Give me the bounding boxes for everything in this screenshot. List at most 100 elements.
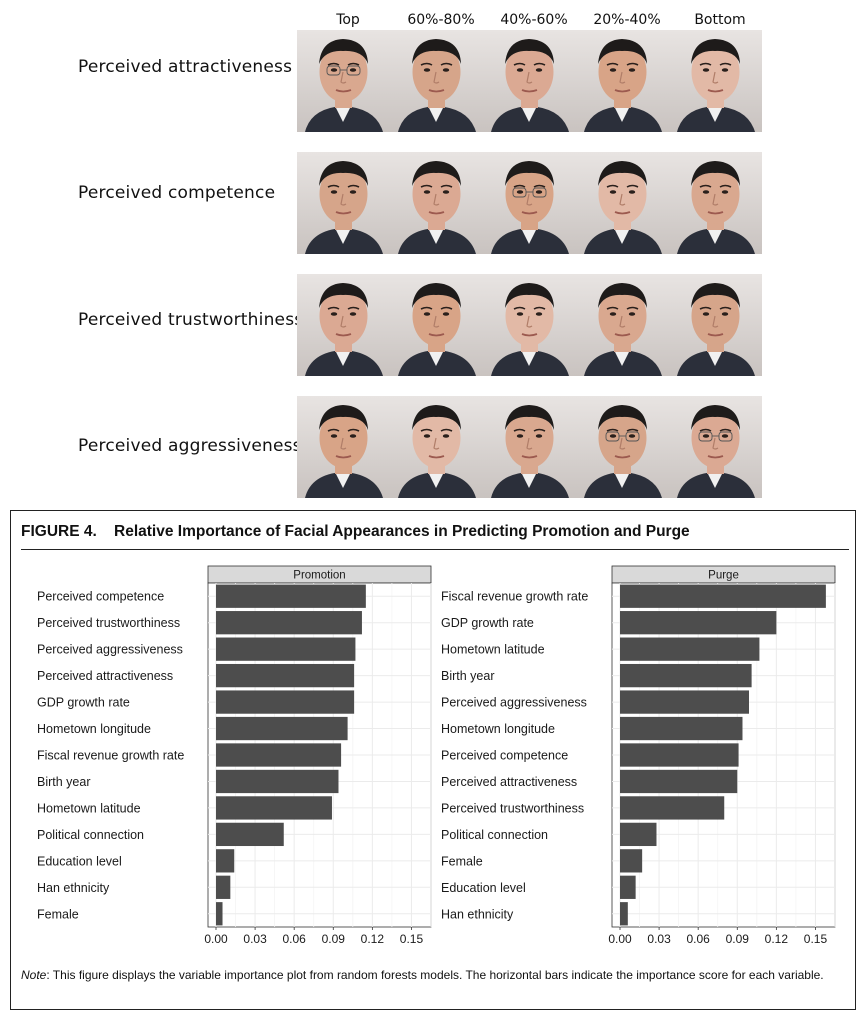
category-label: Political connection [37,828,144,842]
composite-face-image [390,274,483,376]
x-tick-label: 0.03 [243,932,267,946]
bar [620,690,749,714]
bar [620,796,725,820]
bar [216,743,342,767]
bar [216,822,284,847]
bar [216,875,231,899]
bar [620,769,738,794]
composite-face-image [483,30,576,132]
category-label: Perceived attractiveness [441,775,577,789]
bar [216,584,366,608]
x-tick-label: 0.15 [804,932,828,946]
category-label: Perceived trustworthiness [441,801,584,815]
x-tick-label: 0.09 [322,932,346,946]
bar [216,796,332,820]
composite-face-image [483,152,576,254]
x-tick-label: 0.09 [726,932,750,946]
category-label: Perceived aggressiveness [441,696,587,710]
x-tick-label: 0.12 [765,932,789,946]
category-label: Hometown latitude [441,643,545,657]
title-divider [21,549,849,550]
bar [216,611,362,635]
figure-title: FIGURE 4. Relative Importance of Facial … [21,523,690,540]
bar [620,663,752,688]
composite-face-image [390,30,483,132]
bar [620,875,636,899]
composite-face-image [390,152,483,254]
bar [620,849,643,873]
bar [620,637,760,661]
figure-note: Note: This figure displays the variable … [21,967,851,983]
category-label: Hometown longitude [37,722,151,736]
composite-face-image [483,274,576,376]
bar [620,743,739,767]
category-label: Perceived competence [37,590,164,604]
composite-face-image [576,152,669,254]
x-tick-label: 0.06 [283,932,307,946]
bar [216,769,339,794]
category-label: Female [37,907,79,921]
category-label: Perceived competence [441,749,568,763]
row-label-trustworthiness: Perceived trustworthiness [78,310,304,330]
column-header-20-40: 20%-40% [593,12,661,28]
composite-face-image [390,396,483,498]
category-label: Education level [37,854,122,868]
facet-label: Promotion [293,570,345,582]
category-label: GDP growth rate [37,696,130,710]
bar [216,663,355,688]
category-label: Political connection [441,828,548,842]
composite-face-image [669,274,762,376]
category-label: Perceived attractiveness [37,669,173,683]
bar [216,690,355,714]
x-tick-label: 0.00 [608,932,632,946]
category-label: Han ethnicity [37,881,110,895]
composite-face-image [669,152,762,254]
bar [620,611,777,635]
column-header-top: Top [336,12,360,28]
composite-face-image [669,396,762,498]
x-tick-label: 0.12 [361,932,385,946]
composite-face-image [669,30,762,132]
composite-face-image [576,30,669,132]
category-label: Fiscal revenue growth rate [37,749,184,763]
category-label: Fiscal revenue growth rate [441,590,588,604]
bar [620,902,628,926]
bar [216,902,223,926]
composite-face-image [297,152,390,254]
row-label-attractiveness: Perceived attractiveness [78,57,293,77]
category-label: Hometown longitude [441,722,555,736]
category-label: GDP growth rate [441,616,534,630]
composite-face-image [297,274,390,376]
bar [620,822,657,847]
column-header-40-60: 40%-60% [500,12,568,28]
bar [620,716,743,741]
row-label-aggressiveness: Perceived aggressiveness [78,436,302,456]
category-label: Birth year [441,669,495,683]
category-label: Han ethnicity [441,907,514,921]
composite-face-image [576,274,669,376]
category-label: Perceived aggressiveness [37,643,183,657]
category-label: Education level [441,881,526,895]
note-text: : This figure displays the variable impo… [46,968,824,982]
composite-face-image [483,396,576,498]
figure-4-box: FIGURE 4. Relative Importance of Facial … [10,510,856,1010]
column-header-bottom: Bottom [694,12,746,28]
x-tick-label: 0.00 [204,932,228,946]
composite-face-image [576,396,669,498]
x-tick-label: 0.15 [400,932,424,946]
composite-face-image [297,396,390,498]
column-header-60-80: 60%-80% [407,12,475,28]
category-label: Birth year [37,775,91,789]
category-label: Perceived trustworthiness [37,616,180,630]
note-label: Note [21,968,47,982]
composite-face-image [297,30,390,132]
x-tick-label: 0.06 [687,932,711,946]
bar [620,584,826,608]
x-tick-label: 0.03 [647,932,671,946]
importance-charts: Promotion Perceived competence Perceived t… [37,565,836,946]
bar [216,637,356,661]
category-label: Female [441,854,483,868]
bar [216,716,348,741]
category-label: Hometown latitude [37,801,141,815]
row-label-competence: Perceived competence [78,183,276,203]
